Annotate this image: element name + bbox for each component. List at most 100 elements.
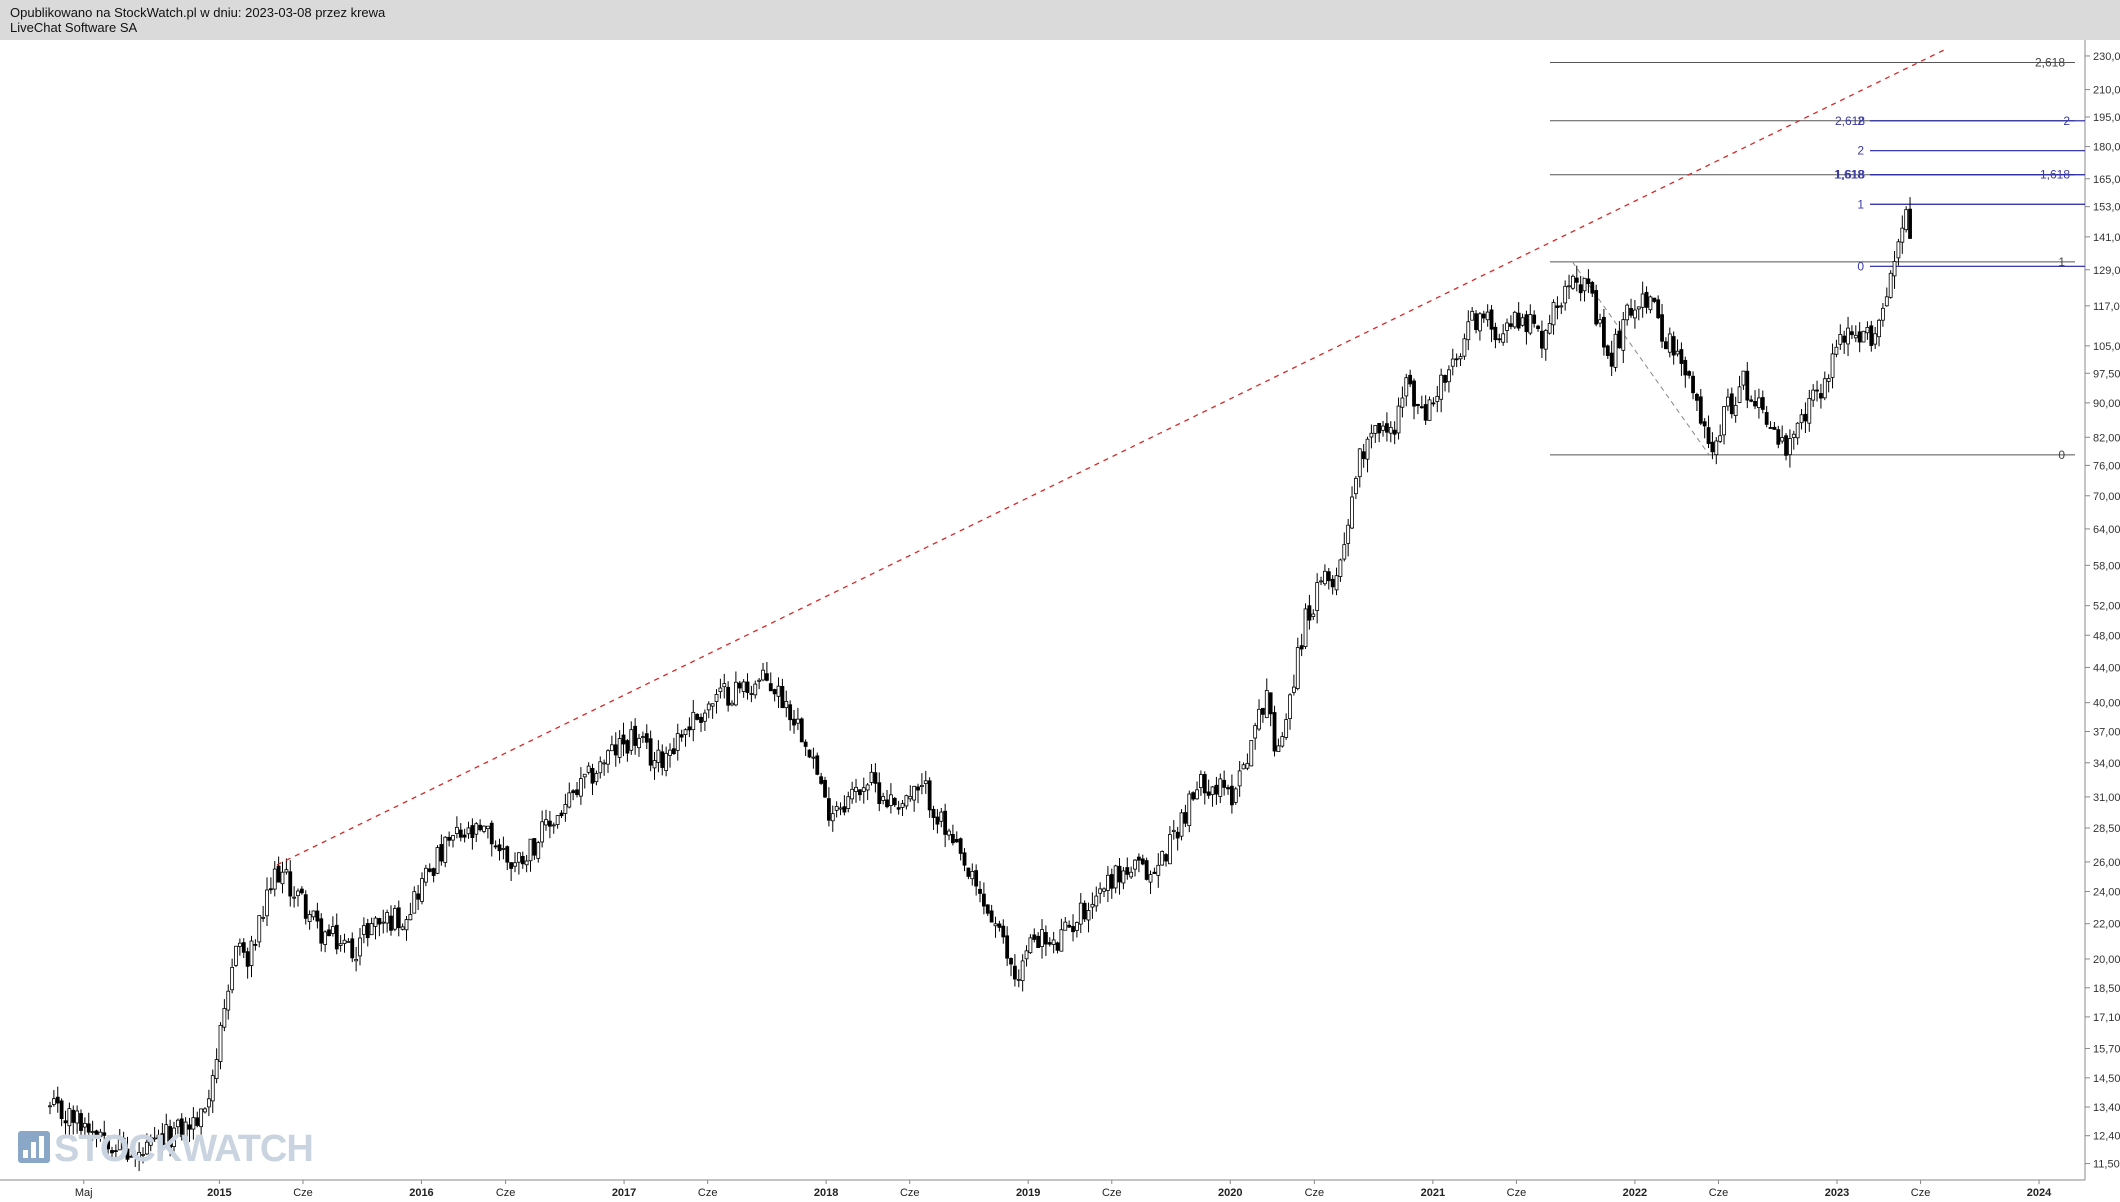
candle-body bbox=[706, 703, 711, 711]
candle bbox=[392, 905, 397, 932]
candle-body bbox=[861, 787, 866, 792]
candle bbox=[1315, 573, 1320, 624]
candle bbox=[648, 730, 653, 772]
candle bbox=[342, 933, 347, 953]
candle-body bbox=[1082, 902, 1087, 920]
candle-body bbox=[400, 926, 405, 930]
candle-body bbox=[1691, 375, 1695, 394]
candle-body bbox=[1481, 313, 1486, 319]
candle bbox=[1857, 322, 1862, 353]
candle bbox=[485, 825, 490, 839]
time-tick-label: 2015 bbox=[207, 1187, 231, 1199]
candle-body bbox=[226, 990, 231, 1011]
candle bbox=[795, 707, 800, 730]
candle bbox=[361, 917, 366, 944]
candle-body bbox=[912, 785, 917, 801]
candle-body bbox=[939, 811, 944, 822]
price-tick-label: 26,00 bbox=[2093, 857, 2120, 869]
candle bbox=[764, 661, 769, 682]
candle bbox=[1416, 403, 1420, 415]
candle-body bbox=[129, 1155, 134, 1158]
candle bbox=[51, 1090, 56, 1107]
time-tick-label: Maj bbox=[75, 1187, 93, 1199]
candle-body bbox=[1784, 435, 1788, 456]
candle bbox=[381, 909, 386, 934]
candle-body bbox=[137, 1151, 142, 1159]
candle-body bbox=[1578, 284, 1583, 294]
time-tick-label: 2019 bbox=[1016, 1187, 1040, 1199]
candle-body bbox=[532, 838, 537, 856]
candle-body bbox=[315, 910, 320, 922]
price-tick-label: 17,10 bbox=[2093, 1012, 2120, 1024]
candle bbox=[1206, 779, 1211, 799]
candle-body bbox=[1574, 277, 1579, 283]
candle-body bbox=[997, 923, 1002, 928]
candle bbox=[733, 671, 738, 707]
candle bbox=[1354, 476, 1358, 500]
candle-body bbox=[1253, 725, 1258, 739]
candle-body bbox=[1702, 421, 1707, 427]
fib-level-label: 2,618 bbox=[1835, 114, 1865, 128]
candle-body bbox=[470, 825, 475, 839]
candle bbox=[551, 822, 556, 834]
candle-body bbox=[1819, 393, 1823, 399]
candle-body bbox=[1338, 559, 1343, 577]
candle-body bbox=[1292, 686, 1296, 693]
candle-body bbox=[1520, 317, 1525, 326]
candle-body bbox=[978, 888, 982, 894]
candle-body bbox=[1718, 435, 1723, 442]
candle bbox=[1540, 320, 1544, 359]
candle bbox=[1652, 297, 1657, 304]
candle bbox=[1373, 425, 1378, 443]
candle bbox=[505, 845, 510, 871]
candle-body bbox=[1078, 902, 1083, 925]
candle bbox=[1257, 699, 1261, 731]
candle bbox=[1249, 740, 1254, 767]
candle-body bbox=[1540, 330, 1544, 349]
candle bbox=[148, 1134, 153, 1152]
candle bbox=[730, 700, 734, 707]
candle bbox=[1009, 957, 1013, 977]
candle-body bbox=[803, 741, 808, 747]
candle-body bbox=[48, 1105, 52, 1108]
candle bbox=[365, 918, 370, 947]
candle bbox=[1195, 781, 1199, 800]
candle-body bbox=[613, 744, 618, 756]
candle-body bbox=[1764, 412, 1769, 425]
candle-body bbox=[838, 807, 843, 810]
candle-body bbox=[296, 890, 300, 897]
candle-body bbox=[1780, 437, 1785, 442]
candle bbox=[1024, 945, 1029, 967]
candle-body bbox=[567, 792, 572, 808]
candle-body bbox=[1214, 784, 1219, 795]
candle-body bbox=[919, 784, 924, 787]
candle bbox=[1664, 337, 1668, 350]
candle bbox=[346, 938, 351, 943]
candle bbox=[1815, 380, 1819, 402]
candle bbox=[854, 778, 858, 803]
candle-body bbox=[493, 845, 498, 848]
candle bbox=[1722, 406, 1726, 445]
candle bbox=[935, 809, 940, 834]
candle bbox=[435, 845, 440, 875]
candle-body bbox=[544, 819, 548, 826]
candle-body bbox=[749, 693, 754, 695]
candle-body bbox=[416, 893, 421, 900]
candle-body bbox=[1822, 378, 1827, 399]
candle-body bbox=[284, 869, 289, 873]
candle bbox=[1164, 853, 1168, 867]
candle-body bbox=[1423, 404, 1428, 421]
candle-body bbox=[617, 738, 622, 758]
candle-body bbox=[509, 862, 514, 869]
candle-body bbox=[788, 704, 793, 721]
price-tick-label: 18,50 bbox=[2093, 983, 2120, 995]
fib-projection-label: 0 bbox=[1857, 259, 1864, 273]
candle bbox=[695, 713, 700, 721]
candle-body bbox=[1625, 304, 1630, 321]
candle-body bbox=[1671, 336, 1676, 356]
candle-body bbox=[854, 786, 858, 792]
candle-body bbox=[1439, 374, 1444, 400]
candle bbox=[1501, 324, 1506, 346]
candle-body bbox=[79, 1113, 83, 1131]
